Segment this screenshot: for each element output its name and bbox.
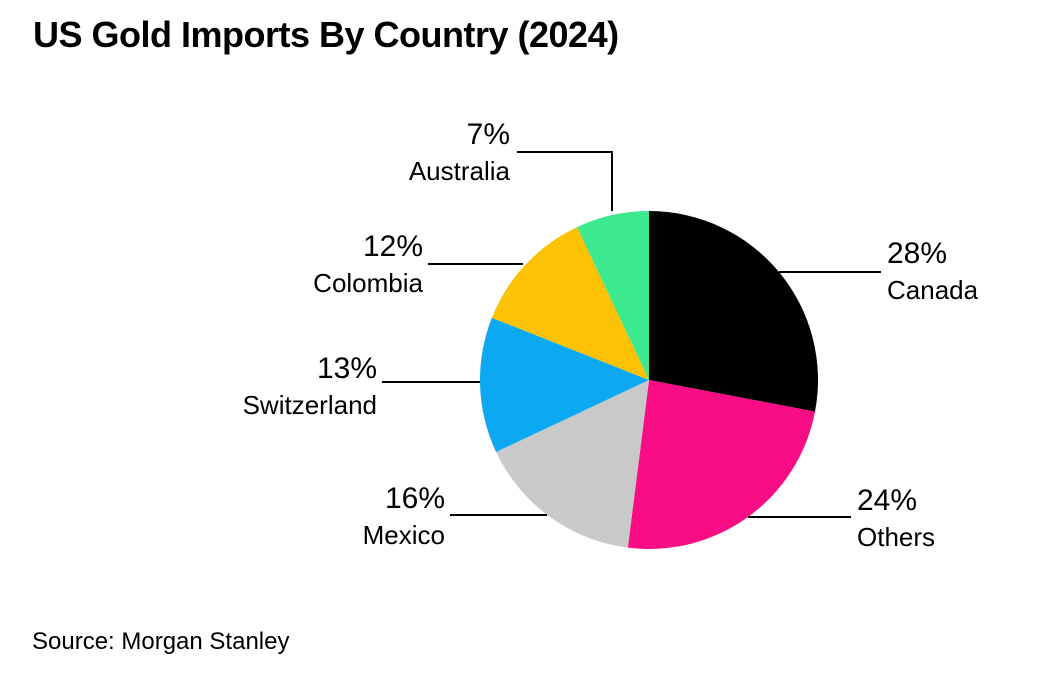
label-canada-pct: 28% [887, 237, 948, 270]
pie-slice-mexico [496, 380, 649, 548]
pie-slice-others [627, 380, 816, 550]
pie-slice-australia [577, 210, 649, 380]
source-attribution: Source: Morgan Stanley [32, 628, 290, 655]
label-mexico-pct: 16% [384, 482, 445, 515]
label-australia-name: Australia [408, 156, 510, 186]
pie-slices-group [479, 210, 819, 550]
label-mexico-name: Mexico [362, 520, 445, 550]
pie-slice-colombia [491, 227, 649, 380]
label-australia-pct: 7% [466, 118, 510, 151]
pie-slice-canada [649, 211, 819, 412]
chart-title: US Gold Imports By Country (2024) [33, 14, 619, 55]
label-others: 24% Others [857, 482, 935, 556]
label-canada: 28% Canada [887, 235, 978, 309]
label-switzerland-name: Switzerland [242, 390, 377, 420]
label-colombia: 12% Colombia [313, 228, 423, 302]
pie-slice-switzerland [479, 317, 649, 452]
label-others-name: Others [857, 522, 936, 552]
label-australia: 7% Australia [409, 116, 510, 190]
label-mexico: 16% Mexico [363, 480, 445, 554]
label-others-pct: 24% [857, 484, 918, 517]
label-switzerland: 13% Switzerland [243, 350, 377, 424]
label-canada-name: Canada [887, 275, 979, 305]
leader-line-australia [517, 151, 613, 211]
label-colombia-pct: 12% [362, 230, 423, 263]
label-colombia-name: Colombia [313, 268, 423, 298]
label-switzerland-pct: 13% [316, 352, 377, 385]
